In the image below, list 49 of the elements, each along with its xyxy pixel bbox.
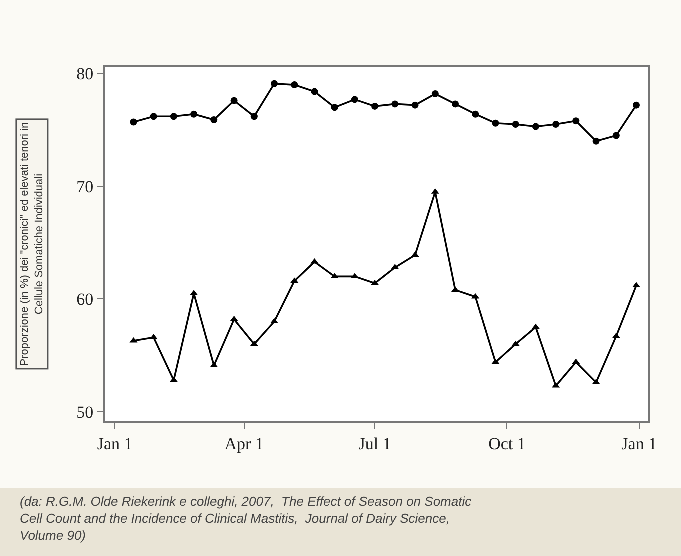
point: [572, 118, 580, 125]
point: [572, 358, 580, 364]
point: [271, 80, 278, 88]
point: [170, 376, 178, 382]
point: [250, 340, 258, 346]
point: [411, 252, 420, 258]
point: [291, 82, 298, 89]
text: (da: R.G.M. Olde Riekerink e colleghi, 2007, The Effect of Season on Somatic Cell Count and the Incidence of Clinical Mastitis, Journal of Dairy Science, Volume 90): [20, 494, 472, 543]
point: [472, 293, 480, 299]
x-tick-label: Apr 1: [224, 434, 264, 454]
y-tick-label: 60: [76, 290, 94, 310]
x-tick-label: Jul 1: [358, 434, 392, 454]
point: [250, 113, 258, 120]
point: [512, 121, 520, 128]
point: [612, 332, 620, 338]
y-tick-label: 50: [76, 402, 94, 422]
y-tick-label: 80: [76, 64, 94, 84]
x-tick-label: Jan 1: [97, 434, 133, 454]
point: [190, 110, 198, 118]
point: [372, 102, 379, 110]
point: [331, 104, 338, 112]
point: [130, 118, 138, 126]
x-tick-label: Oct 1: [488, 434, 526, 454]
x-tick-label: Jan 1: [622, 434, 658, 454]
point: [492, 358, 500, 364]
point: [130, 337, 138, 343]
point: [230, 97, 238, 104]
point: [592, 138, 600, 145]
point: [311, 88, 318, 96]
point: [432, 90, 439, 98]
point: [512, 340, 520, 346]
point: [532, 324, 540, 330]
point: [210, 116, 218, 124]
point: [633, 102, 640, 109]
y-tick-label: 70: [76, 177, 94, 196]
point: [612, 132, 620, 140]
point: [210, 362, 218, 368]
point: [412, 102, 419, 109]
point: [452, 100, 460, 108]
point: [371, 280, 380, 286]
point: [532, 123, 540, 130]
point: [472, 110, 480, 118]
point: [170, 113, 178, 120]
y-axis-title: Proporzione (in %) dei "cronici" ed elevati tenori in Cellule Somatiche Individuali: [19, 122, 46, 366]
point: [492, 120, 500, 127]
point: [552, 121, 560, 128]
point: [351, 96, 358, 104]
point: [392, 100, 399, 108]
point: [150, 113, 158, 120]
